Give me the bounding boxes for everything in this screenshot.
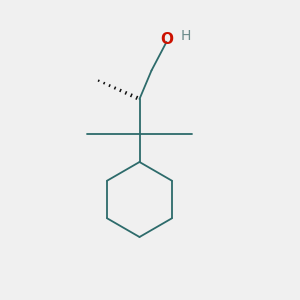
Text: H: H [181,29,191,43]
Text: O: O [160,32,173,47]
